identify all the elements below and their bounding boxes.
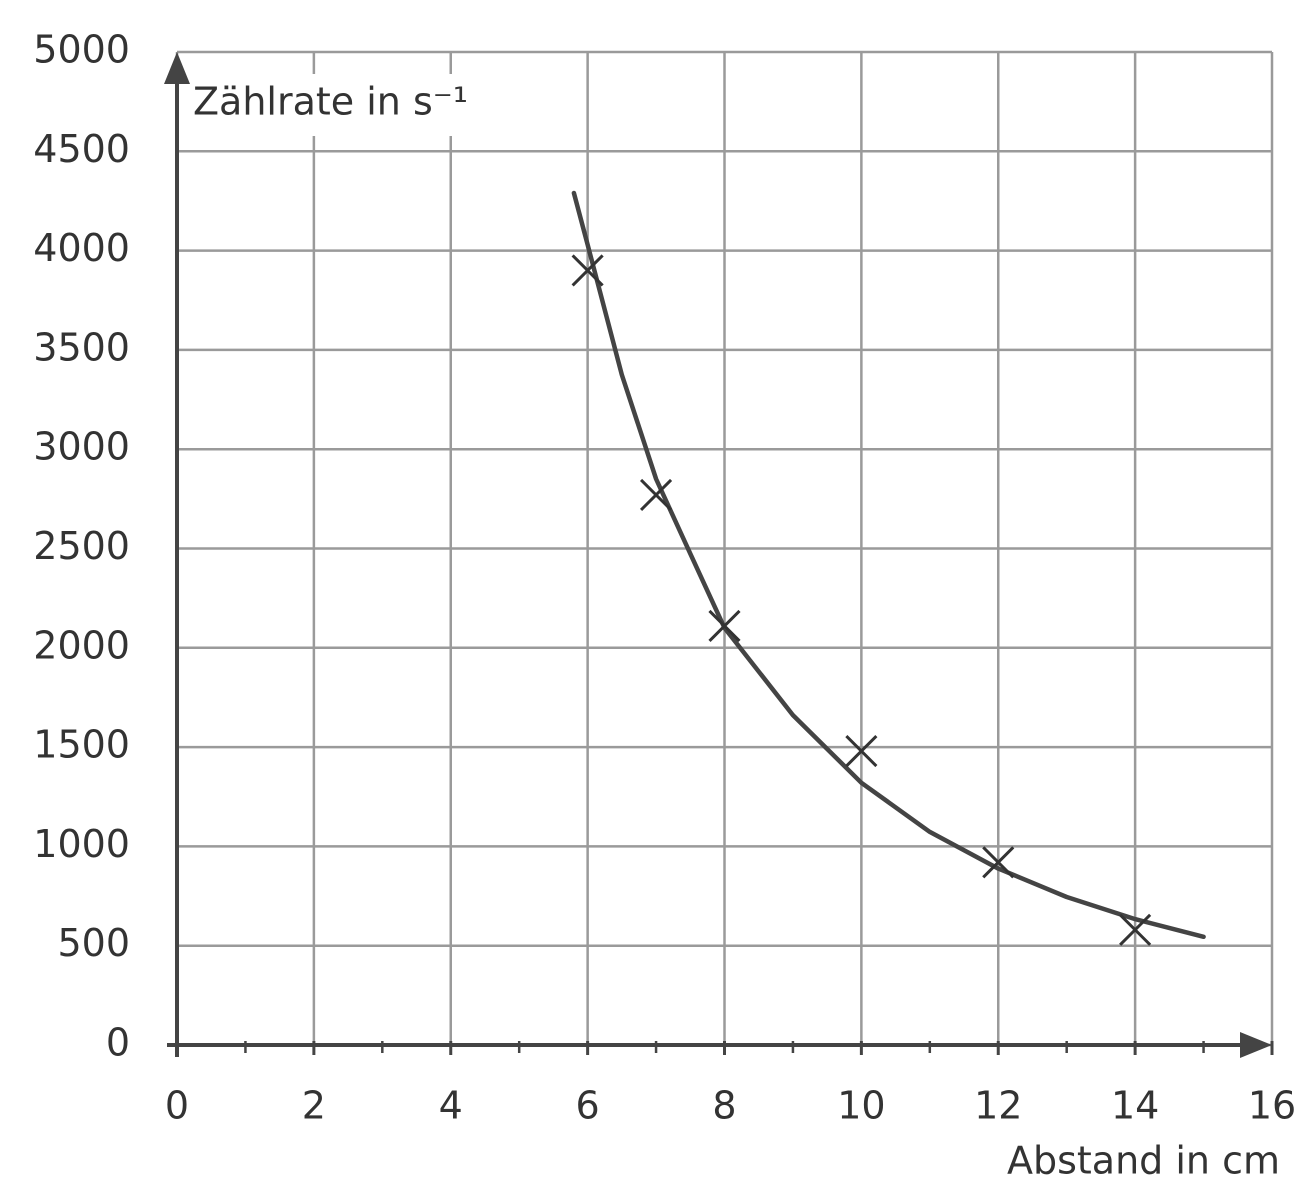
y-tick-label: 2500 [33,524,130,568]
y-tick-label: 1500 [33,723,130,767]
x-tick-label: 14 [1111,1084,1159,1128]
y-tick-label: 500 [57,921,130,965]
x-tick-label: 0 [165,1084,189,1128]
x-tick-label: 8 [712,1084,736,1128]
x-tick-label: 10 [837,1084,885,1128]
x-tick-label: 16 [1248,1084,1296,1128]
data-point [571,254,604,287]
label-background [188,74,510,136]
x-tick-label: 6 [576,1084,600,1128]
y-tick-label: 3500 [33,325,130,369]
y-tick-label: 1000 [33,822,130,866]
data-point [708,609,741,643]
grid [175,50,1274,1047]
fit-curve [571,190,1206,940]
y-tick-label: 2000 [33,623,130,667]
data-point [640,478,673,511]
x-tick-label: 4 [439,1084,463,1128]
x-axis-label: Abstand in cm [1007,1139,1280,1183]
x-tick-label: 12 [974,1084,1022,1128]
data-point [845,735,878,768]
data-point [982,846,1015,879]
y-tick-label: 4500 [33,127,130,171]
y-tick-label: 3000 [33,425,130,469]
y-tick-label: 5000 [33,28,130,72]
y-axis-label: Zählrate in s⁻¹ [193,80,468,124]
y-axis-arrow [164,52,190,84]
y-tick-label: 4000 [33,226,130,270]
y-tick-label: 0 [106,1021,130,1065]
data-point [1119,913,1152,946]
x-axis-arrow [1240,1032,1272,1058]
x-tick-label: 2 [302,1084,326,1128]
